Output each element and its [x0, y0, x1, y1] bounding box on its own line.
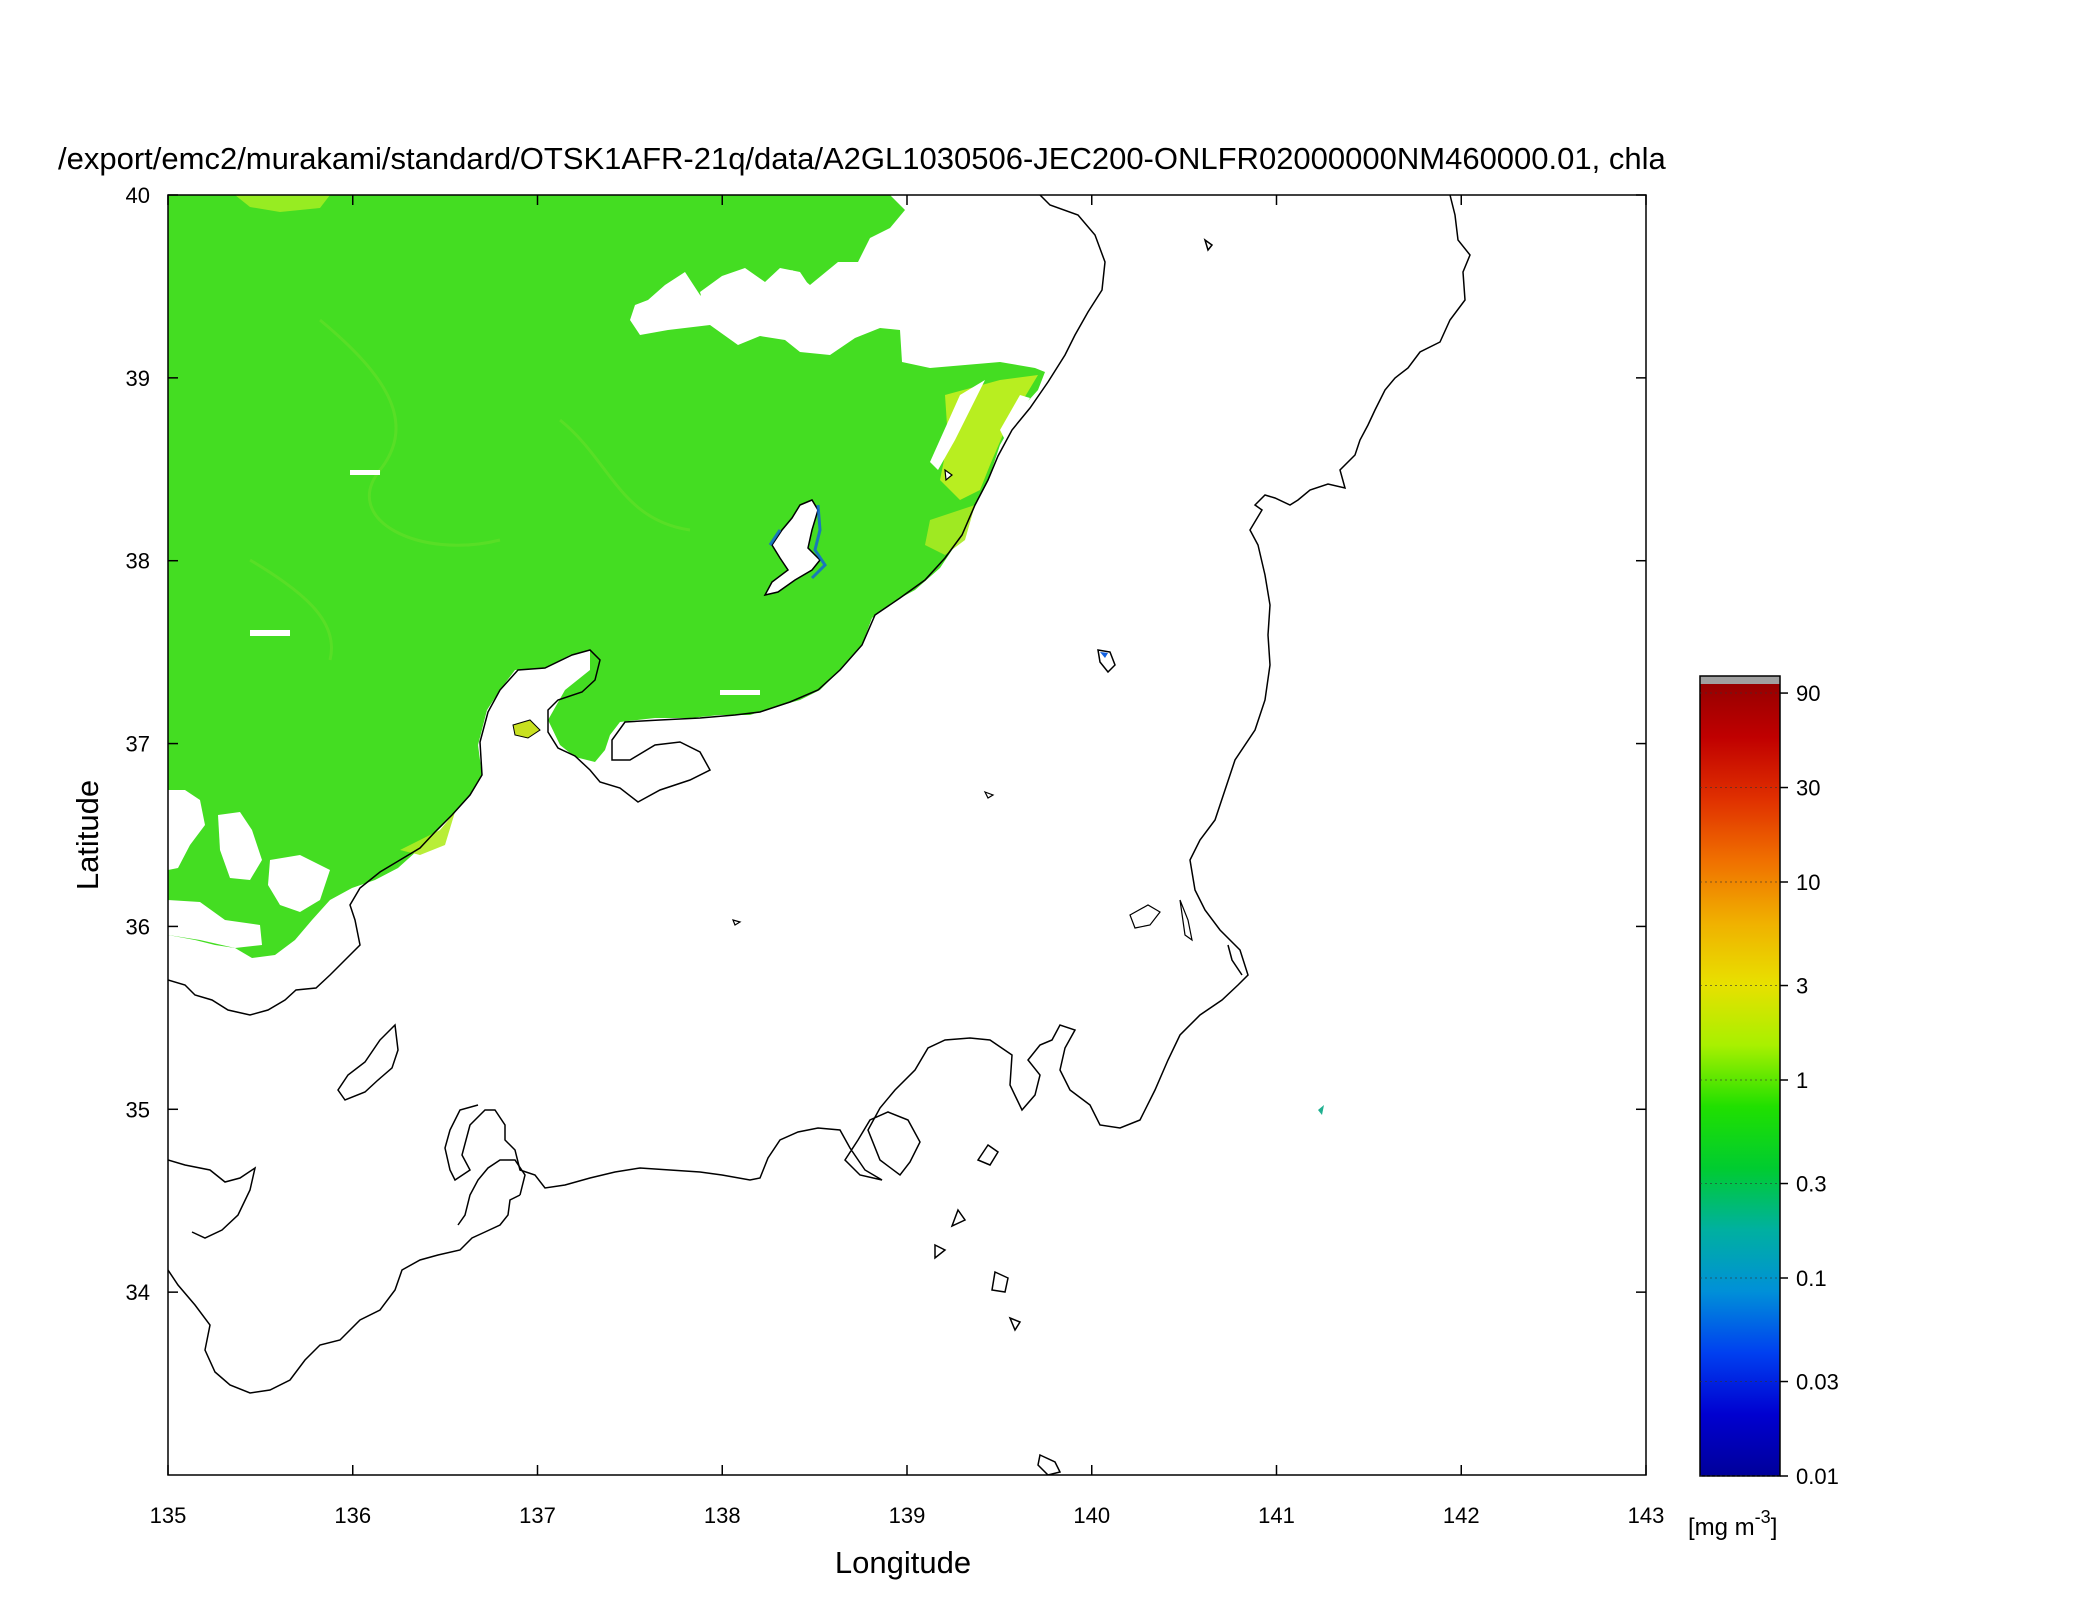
map-title: /export/emc2/murakami/standard/OTSK1AFR-… [58, 141, 1666, 176]
colorbar-unit: [mg m-3] [1688, 1507, 1777, 1541]
colorbar-tick-label: 90 [1796, 681, 1820, 706]
colorbar-unit-exponent: -3 [1755, 1507, 1771, 1527]
y-tick-label: 34 [126, 1280, 150, 1305]
sea-islet-3 [944, 468, 953, 482]
y-tick-label: 37 [126, 732, 150, 757]
colorbar-overflow [1700, 676, 1780, 684]
x-tick-label: 143 [1628, 1503, 1665, 1528]
colorbar: 90 30 10 3 1 0.3 0.1 0.03 0.01 [mg m-3] [1688, 675, 1839, 1541]
cloud-gap-streak-2 [1000, 395, 1030, 440]
x-tick-label: 136 [334, 1503, 371, 1528]
y-tick-label: 35 [126, 1097, 150, 1122]
lake-biwa [337, 1023, 399, 1101]
tone-lagoon [1179, 899, 1193, 942]
x-tick-label: 135 [150, 1503, 187, 1528]
cloud-gap-west-1 [168, 790, 205, 870]
tobishima [1203, 238, 1214, 252]
small-island-east [1318, 1105, 1324, 1115]
kasumigaura-lake [1129, 904, 1161, 929]
x-axis-label: Longitude [835, 1545, 971, 1580]
colorbar-tick-label: 3 [1796, 974, 1808, 999]
x-tick-label: 139 [889, 1503, 926, 1528]
cloud-gap-west-2 [218, 812, 262, 880]
cloud-gap-fleck-1 [250, 630, 290, 636]
y-tick-label: 36 [126, 914, 150, 939]
chla-high-nearshore-south [400, 812, 455, 855]
awashima [1097, 649, 1116, 674]
x-tick-label: 138 [704, 1503, 741, 1528]
sea-islet-2 [731, 919, 742, 926]
sea-islet-1 [983, 790, 995, 799]
colorbar-tick-label: 1 [1796, 1068, 1808, 1093]
map-area [168, 195, 1646, 1475]
noto-bay-spot [512, 719, 541, 739]
chla-field [168, 195, 1045, 958]
pacific-coastline [444, 195, 1471, 1189]
colorbar-unit-text: [mg m [1688, 1514, 1755, 1541]
chla-high-streak-north [235, 195, 330, 212]
cloud-gap-streak [930, 380, 985, 470]
miyakejima [991, 1270, 1009, 1293]
sado-low-chla-rim [768, 504, 827, 580]
colorbar-tick-label: 0.1 [1796, 1266, 1827, 1291]
sado-island [763, 499, 822, 597]
kii-coastline [168, 1194, 521, 1394]
chla-high-nearshore-mid [925, 505, 975, 555]
x-tick-label: 137 [519, 1503, 556, 1528]
mikurajima [1008, 1316, 1022, 1332]
colorbar-tick-label: 0.03 [1796, 1370, 1839, 1395]
kozushima [934, 1243, 947, 1260]
cloud-gap-west-3 [268, 855, 330, 912]
y-tick-label: 39 [126, 366, 150, 391]
cloud-gap-west-4 [168, 900, 262, 948]
y-axis-label: Latitude [70, 780, 105, 890]
izu-oshima [976, 1143, 1000, 1166]
colorbar-unit-close: ] [1771, 1514, 1778, 1541]
honshu-coastline [168, 195, 1106, 1016]
colorbar-ticks: 90 30 10 3 1 0.3 0.1 0.03 0.01 [1700, 681, 1839, 1489]
colorbar-gradient [1700, 676, 1780, 1476]
x-tick-label: 140 [1073, 1503, 1110, 1528]
colorbar-tick-label: 0.01 [1796, 1464, 1839, 1489]
west-coastline [168, 1159, 257, 1239]
y-axis-ticks: 34 35 36 37 38 39 40 [126, 183, 1646, 1305]
y-tick-label: 38 [126, 549, 150, 574]
ise-bay-coastline [457, 1159, 526, 1226]
colorbar-tick-label: 10 [1796, 870, 1820, 895]
colorbar-tick-label: 0.3 [1796, 1172, 1827, 1197]
cloud-gap-fleck-2 [350, 470, 380, 475]
y-tick-label: 40 [126, 183, 150, 208]
x-tick-label: 142 [1443, 1503, 1480, 1528]
cloud-gap-fleck-3 [720, 690, 760, 695]
hachijojima [1037, 1453, 1062, 1475]
cloud-gap-north [700, 268, 858, 340]
chiba-outline [1227, 944, 1243, 976]
niijima [950, 1208, 967, 1228]
colorbar-tick-label: 30 [1796, 776, 1820, 801]
x-axis-ticks: 135 136 137 138 139 140 141 142 143 [150, 195, 1665, 1528]
x-tick-label: 141 [1258, 1503, 1295, 1528]
awashima-spot [1100, 652, 1108, 658]
